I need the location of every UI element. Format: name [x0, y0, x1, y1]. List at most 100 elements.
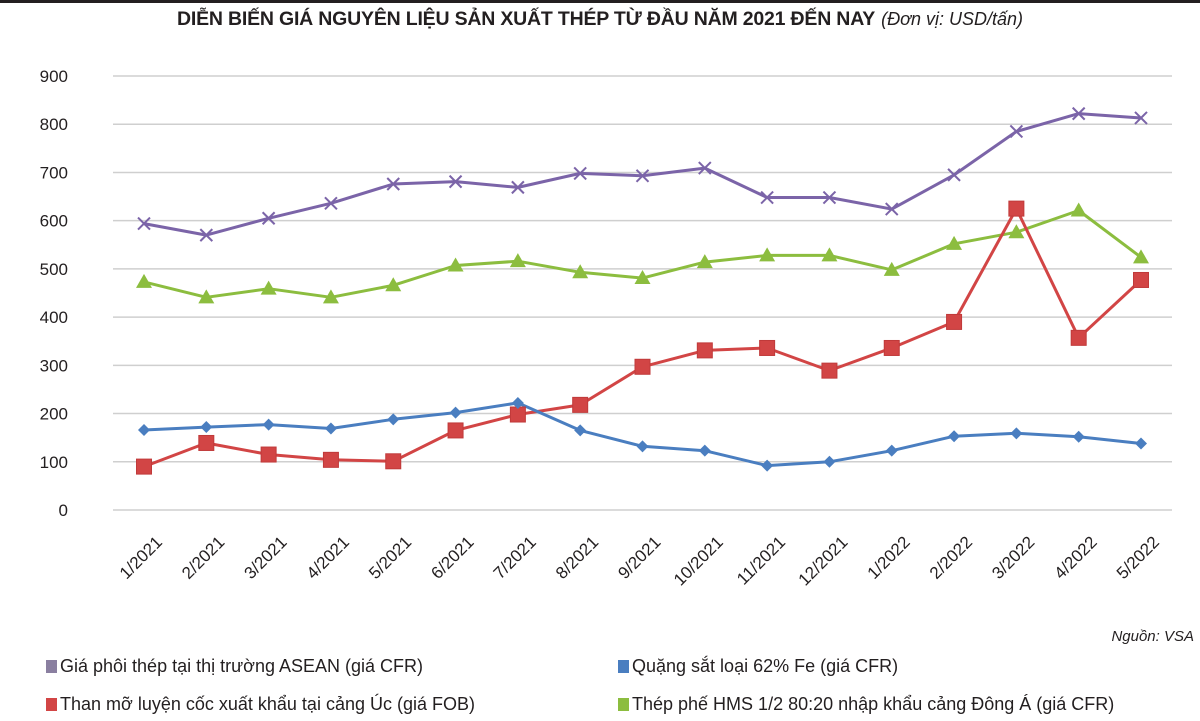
x-tick-label: 11/2021 [733, 533, 789, 589]
data-point-square-marker [821, 362, 838, 379]
x-tick-label: 10/2021 [670, 533, 727, 590]
data-point-x-marker [947, 168, 961, 182]
y-tick-label: 300 [40, 356, 68, 375]
data-point-triangle-marker [1008, 224, 1025, 239]
x-tick-label: 1/2021 [116, 533, 166, 583]
x-tick-label: 2/2022 [926, 533, 976, 583]
x-tick-label: 4/2021 [303, 533, 353, 583]
x-tick-label: 2/2021 [178, 533, 228, 583]
x-tick-label: 5/2021 [365, 533, 415, 583]
data-point-triangle-marker [883, 261, 900, 276]
data-point-square-marker [946, 313, 963, 330]
data-point-square-marker [322, 451, 339, 468]
data-point-x-marker [698, 161, 712, 175]
series-line-square [142, 207, 1143, 469]
legend-label: Giá phôi thép tại thị trường ASEAN (giá … [60, 656, 424, 676]
data-point-square-marker [1008, 200, 1025, 217]
x-tick-label: 5/2022 [1113, 533, 1163, 583]
data-point-diamond-marker [324, 422, 337, 435]
data-point-triangle-marker [759, 247, 776, 262]
series-line-x [142, 112, 1143, 237]
marker-stroke [137, 216, 151, 231]
data-point-square-marker [759, 339, 776, 356]
source-note: Nguồn: VSA [1111, 628, 1194, 645]
x-tick-label: 8/2021 [552, 533, 602, 583]
data-point-triangle-marker [260, 280, 277, 295]
data-point-x-marker [511, 180, 525, 195]
data-point-x-marker [573, 166, 587, 181]
marker-stroke [1134, 111, 1148, 125]
data-point-triangle-marker [198, 289, 215, 304]
marker-stroke [698, 161, 712, 175]
data-point-square-marker [1133, 271, 1149, 288]
data-point-square-marker [447, 422, 464, 439]
data-point-diamond-marker [636, 440, 649, 453]
y-tick-label: 100 [40, 453, 68, 472]
data-point-diamond-marker [262, 418, 275, 431]
y-tick-label: 800 [40, 115, 68, 134]
data-point-x-marker [635, 169, 650, 183]
data-point-triangle-marker [821, 247, 838, 262]
legend-label: Than mỡ luyện cốc xuất khẩu tại cảng Úc … [60, 694, 475, 714]
series-markers [136, 106, 1149, 475]
data-point-diamond-marker [387, 413, 400, 426]
x-axis-tick-labels: 1/2021 2/2021 3/2021 4/2021 5/2021 6/2021 7/20… [116, 533, 1163, 590]
data-point-x-marker [137, 216, 151, 231]
marker-stroke [448, 174, 463, 189]
data-point-diamond-marker [761, 459, 774, 472]
chart-title-main: DIỄN BIẾN GIÁ NGUYÊN LIỆU SẢN XUẤT THÉP … [176, 8, 876, 30]
data-point-x-marker [760, 190, 774, 205]
data-point-square-marker [198, 434, 215, 451]
data-point-diamond-marker [200, 421, 213, 434]
y-axis-tick-labels: 0 100 200 300 400 500 600 700 800 900 [40, 67, 68, 520]
data-point-square-marker [260, 446, 277, 463]
legend-swatch-icon [46, 660, 57, 673]
data-point-x-marker [885, 202, 899, 216]
y-tick-label: 900 [40, 67, 68, 86]
data-point-x-marker [822, 190, 837, 205]
legend-item: Than mỡ luyện cốc xuất khẩu tại cảng Úc … [46, 694, 475, 715]
marker-stroke [261, 211, 276, 225]
data-point-diamond-marker [574, 424, 587, 437]
data-point-triangle-marker [447, 257, 464, 272]
data-point-square-marker [509, 406, 526, 423]
data-point-square-marker [696, 342, 713, 359]
data-point-square-marker [136, 458, 152, 475]
data-point-x-marker [199, 228, 214, 242]
data-point-triangle-marker [385, 277, 402, 292]
data-point-square-marker [1070, 329, 1087, 346]
data-point-diamond-marker [885, 444, 898, 457]
data-point-diamond-marker [698, 444, 711, 457]
x-tick-label: 7/2021 [490, 533, 540, 583]
y-tick-label: 0 [59, 501, 68, 520]
x-tick-label: 3/2022 [988, 533, 1038, 583]
marker-stroke [511, 180, 525, 195]
data-point-diamond-marker [1135, 437, 1147, 450]
y-tick-label: 700 [40, 163, 68, 182]
marker-stroke [324, 196, 338, 211]
marker-stroke [822, 190, 837, 205]
marker-stroke [635, 169, 650, 183]
legend-swatch-icon [46, 698, 57, 711]
data-point-square-marker [883, 339, 900, 356]
marker-stroke [386, 177, 400, 191]
x-tick-label: 9/2021 [614, 533, 664, 583]
legend-item: Thép phế HMS 1/2 80:20 nhập khẩu cảng Đô… [618, 694, 1114, 715]
marker-stroke [573, 166, 587, 181]
data-point-x-marker [261, 211, 276, 225]
data-point-square-marker [634, 358, 651, 375]
data-point-triangle-marker [509, 253, 526, 268]
marker-stroke [1071, 106, 1086, 121]
data-point-x-marker [1134, 111, 1148, 125]
y-tick-label: 500 [40, 260, 68, 279]
data-point-diamond-marker [138, 423, 150, 436]
y-tick-label: 200 [40, 405, 68, 424]
data-point-square-marker [385, 453, 402, 470]
legend-item: Giá phôi thép tại thị trường ASEAN (giá … [46, 656, 423, 677]
data-point-triangle-marker [572, 264, 589, 279]
data-point-x-marker [386, 177, 400, 191]
legend-swatch-icon [618, 698, 629, 711]
data-point-diamond-marker [449, 406, 462, 419]
